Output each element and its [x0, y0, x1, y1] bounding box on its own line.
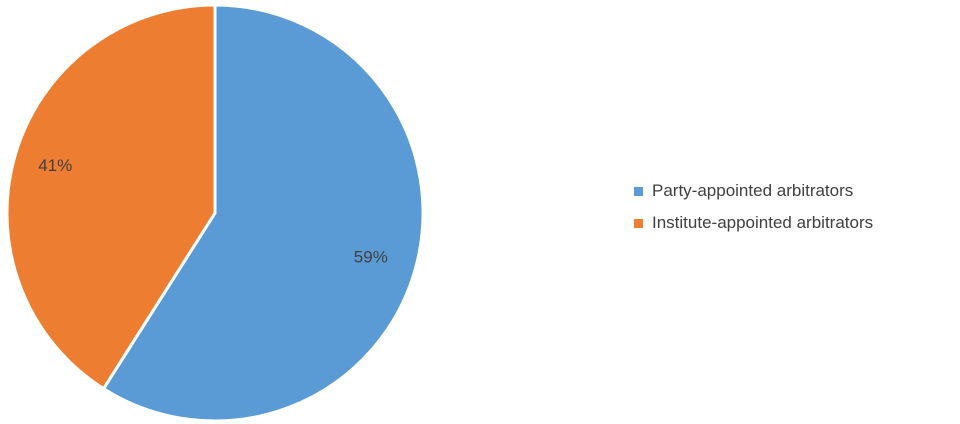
pie-slice-party	[102, 3, 425, 423]
data-label-party: 59%	[354, 248, 388, 267]
legend-swatch-institute	[634, 218, 643, 228]
pie-slice-institute	[5, 3, 217, 391]
legend-item-party: Party-appointed arbitrators	[634, 176, 873, 206]
legend-item-institute: Institute-appointed arbitrators	[634, 208, 873, 238]
legend: Party-appointed arbitrators Institute-ap…	[634, 176, 873, 240]
legend-swatch-party	[634, 186, 643, 196]
pie-slices	[5, 3, 425, 423]
data-label-institute: 41%	[38, 156, 72, 175]
legend-label-institute: Institute-appointed arbitrators	[652, 213, 874, 232]
pie-data-labels: 59% 41%	[38, 156, 388, 267]
legend-label-party: Party-appointed arbitrators	[652, 181, 854, 200]
